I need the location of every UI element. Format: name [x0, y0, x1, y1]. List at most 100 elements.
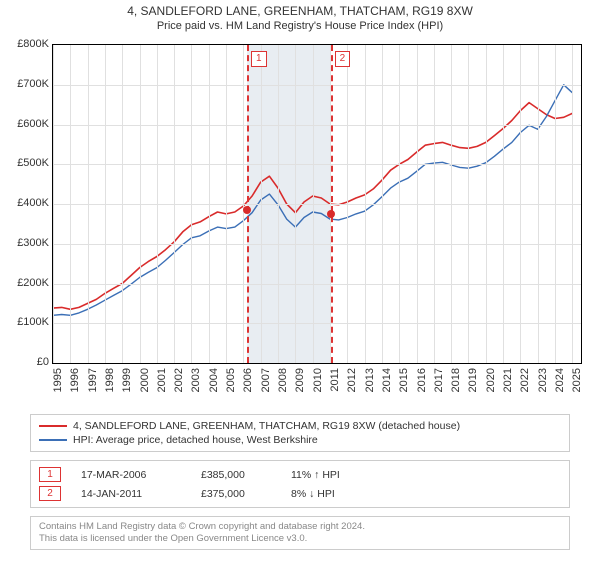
event-line	[247, 45, 249, 363]
y-tick-label: £0	[3, 356, 49, 368]
x-tick-label: 2006	[242, 356, 254, 380]
sale-date: 14-JAN-2011	[81, 488, 181, 500]
legend-box: 4, SANDLEFORD LANE, GREENHAM, THATCHAM, …	[30, 414, 570, 452]
sales-box: 117-MAR-2006£385,00011% ↑ HPI214-JAN-201…	[30, 460, 570, 508]
x-tick-label: 2009	[294, 356, 306, 380]
gridline-h	[53, 125, 581, 126]
x-tick-label: 2010	[312, 356, 324, 380]
gridline-v	[53, 45, 54, 363]
x-tick-label: 2025	[571, 356, 583, 380]
sale-row: 117-MAR-2006£385,00011% ↑ HPI	[39, 465, 561, 484]
x-tick-label: 1998	[104, 356, 116, 380]
y-tick-label: £200K	[3, 277, 49, 289]
chart-area: 12 £0£100K£200K£300K£400K£500K£600K£700K…	[0, 36, 600, 406]
gridline-v	[451, 45, 452, 363]
gridline-v	[486, 45, 487, 363]
gridline-v	[174, 45, 175, 363]
gridline-h	[53, 323, 581, 324]
x-tick-label: 2014	[381, 356, 393, 380]
gridline-h	[53, 164, 581, 165]
chart-title: 4, SANDLEFORD LANE, GREENHAM, THATCHAM, …	[0, 4, 600, 18]
gridline-v	[278, 45, 279, 363]
gridline-v	[347, 45, 348, 363]
legend-label: 4, SANDLEFORD LANE, GREENHAM, THATCHAM, …	[73, 420, 460, 432]
gridline-h	[53, 204, 581, 205]
x-tick-label: 2012	[346, 356, 358, 380]
legend-row: HPI: Average price, detached house, West…	[39, 433, 561, 447]
x-tick-label: 2011	[329, 356, 341, 380]
y-tick-label: £600K	[3, 118, 49, 130]
gridline-v	[70, 45, 71, 363]
credit-line-1: Contains HM Land Registry data © Crown c…	[39, 521, 561, 533]
gridline-v	[365, 45, 366, 363]
y-tick-label: £800K	[3, 38, 49, 50]
x-tick-label: 1997	[87, 356, 99, 380]
gridline-v	[122, 45, 123, 363]
x-tick-label: 1996	[69, 356, 81, 380]
gridline-v	[417, 45, 418, 363]
gridline-v	[261, 45, 262, 363]
legend-swatch	[39, 439, 67, 441]
legend-row: 4, SANDLEFORD LANE, GREENHAM, THATCHAM, …	[39, 419, 561, 433]
event-line	[331, 45, 333, 363]
gridline-v	[140, 45, 141, 363]
x-tick-label: 2004	[208, 356, 220, 380]
x-tick-label: 2022	[519, 356, 531, 380]
plot-area: 12	[52, 44, 582, 364]
x-tick-label: 2019	[467, 356, 479, 380]
credit-box: Contains HM Land Registry data © Crown c…	[30, 516, 570, 550]
sale-price: £385,000	[201, 469, 271, 481]
gridline-v	[503, 45, 504, 363]
x-tick-label: 2008	[277, 356, 289, 380]
sale-pct: 11% ↑ HPI	[291, 469, 371, 481]
chart-subtitle: Price paid vs. HM Land Registry's House …	[0, 20, 600, 32]
x-tick-label: 2018	[450, 356, 462, 380]
sale-price: £375,000	[201, 488, 271, 500]
credit-line-2: This data is licensed under the Open Gov…	[39, 533, 561, 545]
event-dot	[243, 206, 251, 214]
gridline-v	[313, 45, 314, 363]
y-tick-label: £100K	[3, 316, 49, 328]
sale-pct: 8% ↓ HPI	[291, 488, 371, 500]
x-tick-label: 2002	[173, 356, 185, 380]
legend-label: HPI: Average price, detached house, West…	[73, 434, 318, 446]
event-dot	[327, 210, 335, 218]
gridline-v	[295, 45, 296, 363]
gridline-v	[520, 45, 521, 363]
y-tick-label: £700K	[3, 78, 49, 90]
gridline-h	[53, 85, 581, 86]
x-tick-label: 2000	[139, 356, 151, 380]
x-tick-label: 2017	[433, 356, 445, 380]
gridline-v	[434, 45, 435, 363]
x-tick-label: 2005	[225, 356, 237, 380]
x-tick-label: 2023	[537, 356, 549, 380]
y-tick-label: £400K	[3, 197, 49, 209]
gridline-v	[88, 45, 89, 363]
x-tick-label: 1995	[52, 356, 64, 380]
x-tick-label: 2013	[364, 356, 376, 380]
sale-date: 17-MAR-2006	[81, 469, 181, 481]
x-tick-label: 2021	[502, 356, 514, 380]
y-tick-label: £300K	[3, 237, 49, 249]
gridline-h	[53, 244, 581, 245]
sale-row: 214-JAN-2011£375,0008% ↓ HPI	[39, 484, 561, 503]
gridline-h	[53, 284, 581, 285]
event-marker-top: 1	[251, 51, 267, 67]
y-tick-label: £500K	[3, 157, 49, 169]
x-tick-label: 1999	[121, 356, 133, 380]
gridline-v	[538, 45, 539, 363]
x-tick-label: 2020	[485, 356, 497, 380]
gridline-v	[157, 45, 158, 363]
gridline-v	[191, 45, 192, 363]
x-tick-label: 2024	[554, 356, 566, 380]
gridline-v	[468, 45, 469, 363]
gridline-v	[382, 45, 383, 363]
gridline-v	[399, 45, 400, 363]
legend-swatch	[39, 425, 67, 427]
gridline-v	[555, 45, 556, 363]
gridline-v	[105, 45, 106, 363]
event-marker-top: 2	[335, 51, 351, 67]
gridline-v	[572, 45, 573, 363]
gridline-v	[243, 45, 244, 363]
gridline-v	[209, 45, 210, 363]
